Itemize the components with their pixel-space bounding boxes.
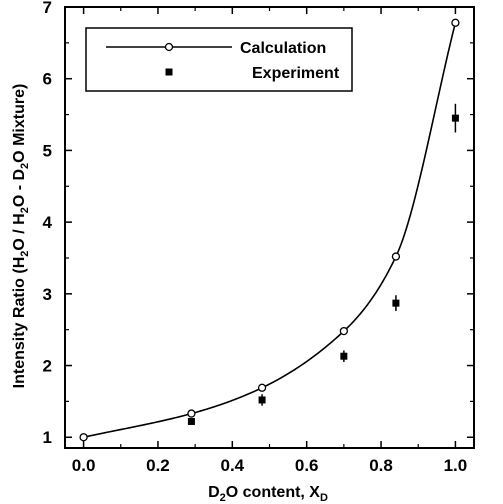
x-tick-label: 0.4 xyxy=(220,456,244,475)
legend-calculation-marker xyxy=(164,42,174,52)
axis-title-text: Intensity Ratio (H xyxy=(11,257,28,389)
calculation-point xyxy=(451,18,460,27)
calculation-point xyxy=(257,383,267,392)
legend-experiment-marker xyxy=(165,68,173,76)
data-marks xyxy=(79,18,460,442)
legend: Calculation Experiment xyxy=(85,27,353,92)
calculation-curve-layer xyxy=(83,22,457,439)
calculation-point xyxy=(391,252,401,261)
x-tick-labels: 0.0 0.2 0.4 0.6 0.8 1.0 xyxy=(72,456,467,475)
x-axis-title: D2​O content, XD​ xyxy=(208,484,328,504)
x-tick-label: 1.0 xyxy=(444,456,468,475)
axis-title-subscript: D xyxy=(320,492,328,504)
axis-title-subscript: 2 xyxy=(19,163,31,169)
x-tick-label: 0.2 xyxy=(146,456,170,475)
experiment-point xyxy=(258,396,266,404)
y-tick-label: 7 xyxy=(43,0,52,17)
axis-title-text: O content, X xyxy=(226,484,321,501)
y-axis-title: Intensity Ratio (H2​O / H2​O - D2​O Mixt… xyxy=(11,84,31,389)
axis-title-subscript: 2 xyxy=(19,207,31,213)
axis-ticks xyxy=(65,6,474,448)
calculation-point xyxy=(187,409,196,418)
x-tick-label: 0.6 xyxy=(295,456,319,475)
calculation-curve xyxy=(83,22,457,439)
calculation-point xyxy=(79,433,88,442)
axis-title-text: O / H xyxy=(11,213,28,250)
x-tick-label: 0.8 xyxy=(369,456,393,475)
y-tick-label: 1 xyxy=(43,428,52,447)
y-tick-label: 2 xyxy=(43,357,52,376)
calculation-point xyxy=(339,326,349,336)
y-tick-label: 5 xyxy=(43,141,52,160)
x-tick-label: 0.0 xyxy=(72,456,96,475)
legend-box xyxy=(85,27,353,92)
axis-title-subscript: 2 xyxy=(220,492,226,504)
y-tick-label: 4 xyxy=(43,213,53,232)
experiment-point xyxy=(340,352,348,360)
legend-calculation-label: Calculation xyxy=(240,40,326,57)
y-tick-label: 3 xyxy=(43,285,52,304)
y-tick-label: 6 xyxy=(43,70,52,89)
axis-title-text: O - D xyxy=(11,169,28,207)
axis-title-text: D xyxy=(208,484,220,501)
experiment-point xyxy=(187,417,195,425)
experiment-point xyxy=(392,299,400,307)
experiment-point xyxy=(451,114,459,122)
legend-experiment-label: Experiment xyxy=(252,65,340,82)
axis-title-subscript: 2 xyxy=(19,251,31,257)
axis-title-text: O Mixture) xyxy=(11,84,28,163)
y-tick-labels: 1 2 3 4 5 6 7 xyxy=(43,0,53,447)
